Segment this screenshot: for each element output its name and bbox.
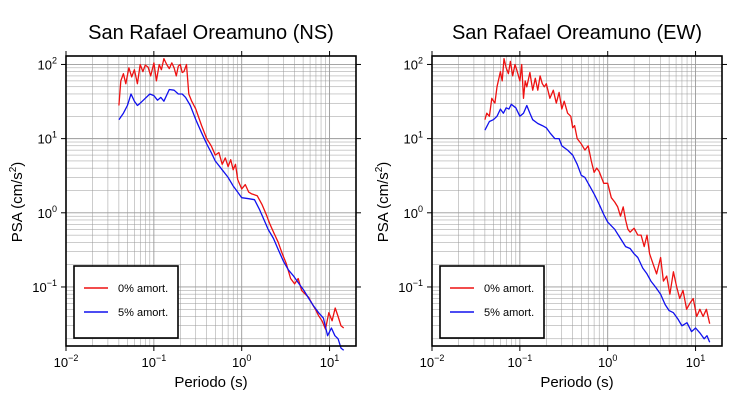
- legend-label: 5% amort.: [484, 307, 534, 319]
- y-axis-label: PSA (cm/s2): [374, 162, 392, 243]
- x-axis-label: Periodo (s): [540, 374, 613, 391]
- legend-label: 5% amort.: [118, 307, 168, 319]
- legend-label: 0% amort.: [118, 283, 168, 295]
- x-tick-label: 100: [598, 353, 617, 370]
- x-tick-label-exponent: 0: [246, 353, 251, 363]
- series-line: [484, 103, 711, 343]
- y-tick-label: 102: [38, 55, 57, 72]
- x-tick-label-exponent: −1: [156, 353, 166, 363]
- y-tick-label-exponent: 2: [418, 55, 423, 65]
- x-tick-label-base: 10: [320, 355, 334, 370]
- x-tick-label: 101: [320, 353, 339, 370]
- y-axis-label-close: ): [375, 162, 392, 167]
- y-tick-label-base: 10: [32, 280, 46, 295]
- plot-frame: [65, 55, 357, 347]
- ticks: [61, 51, 361, 351]
- x-tick-label-base: 10: [420, 355, 434, 370]
- y-tick-label-base: 10: [38, 206, 52, 221]
- x-tick-label: 100: [232, 353, 251, 370]
- x-tick-label-exponent: 0: [612, 353, 617, 363]
- y-tick-label-base: 10: [404, 57, 418, 72]
- y-tick-label-base: 10: [38, 132, 52, 147]
- x-tick-label-exponent: 1: [334, 353, 339, 363]
- x-tick-label: 10−1: [141, 353, 166, 370]
- legend-box: [73, 265, 179, 339]
- x-tick-label-base: 10: [141, 355, 155, 370]
- chart-title: San Rafael Oreamuno (EW): [452, 22, 702, 44]
- legend: 0% amort. 5% amort.: [73, 265, 179, 339]
- y-tick-label-exponent: 1: [418, 130, 423, 140]
- y-tick-label-exponent: 1: [52, 130, 57, 140]
- ticks: [427, 51, 727, 351]
- plot-frame: [431, 55, 723, 347]
- y-tick-label: 101: [38, 130, 57, 147]
- y-tick-label: 102: [404, 55, 423, 72]
- x-tick-label-base: 10: [54, 355, 68, 370]
- y-axis-label-text: PSA (cm/s: [375, 172, 392, 242]
- legend-box: [439, 265, 545, 339]
- x-tick-label-exponent: 1: [700, 353, 705, 363]
- x-tick-label-exponent: −1: [522, 353, 532, 363]
- x-tick-label-base: 10: [598, 355, 612, 370]
- y-tick-label-base: 10: [404, 132, 418, 147]
- y-tick-label: 101: [404, 130, 423, 147]
- x-tick-label-base: 10: [232, 355, 246, 370]
- x-tick-label: 101: [686, 353, 705, 370]
- y-axis-label: PSA (cm/s2): [8, 162, 26, 243]
- y-tick-label-base: 10: [38, 57, 52, 72]
- series-line: [484, 57, 711, 324]
- x-tick-label-base: 10: [686, 355, 700, 370]
- x-tick-label: 10−1: [507, 353, 532, 370]
- y-tick-label: 10−1: [32, 278, 57, 295]
- y-axis-label-close: ): [9, 162, 26, 167]
- y-tick-label: 10−1: [398, 278, 423, 295]
- x-tick-label: 10−2: [54, 353, 79, 370]
- x-tick-label-base: 10: [507, 355, 521, 370]
- y-tick-label: 100: [38, 204, 57, 221]
- y-tick-label-exponent: 2: [52, 55, 57, 65]
- chart-panel-ns: San Rafael Oreamuno (NS) Periodo (s) PSA…: [8, 22, 361, 391]
- x-tick-label-exponent: −2: [68, 353, 78, 363]
- x-axis-label: Periodo (s): [174, 374, 247, 391]
- y-axis-label-superscript: 2: [8, 166, 19, 172]
- y-tick-label-exponent: −1: [47, 278, 57, 288]
- y-axis-label-text: PSA (cm/s: [9, 172, 26, 242]
- legend-label: 0% amort.: [484, 283, 534, 295]
- x-tick-label-exponent: −2: [434, 353, 444, 363]
- y-tick-label: 100: [404, 204, 423, 221]
- y-tick-label-exponent: −1: [413, 278, 423, 288]
- y-axis-label-superscript: 2: [374, 166, 385, 172]
- legend: 0% amort. 5% amort.: [439, 265, 545, 339]
- y-tick-label-base: 10: [404, 206, 418, 221]
- chart-panel-ew: San Rafael Oreamuno (EW) Periodo (s) PSA…: [374, 22, 727, 391]
- series-line: [118, 88, 345, 351]
- y-tick-label-exponent: 0: [52, 204, 57, 214]
- y-tick-label-exponent: 0: [418, 204, 423, 214]
- y-tick-label-base: 10: [398, 280, 412, 295]
- chart-title: San Rafael Oreamuno (NS): [88, 22, 334, 44]
- x-tick-label: 10−2: [420, 353, 445, 370]
